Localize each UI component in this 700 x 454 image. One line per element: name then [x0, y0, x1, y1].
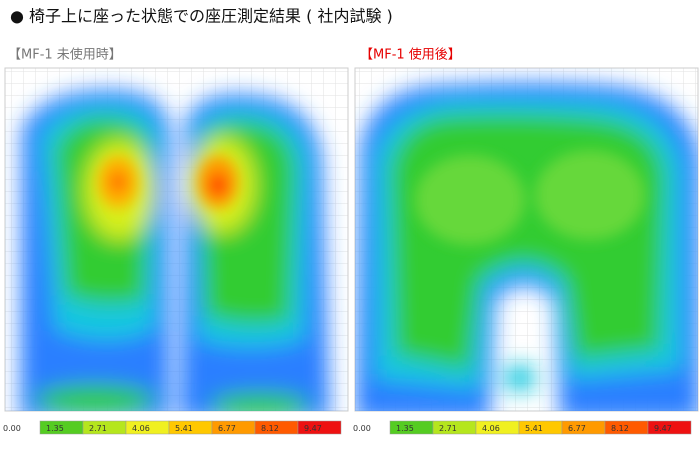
scale-label: 6.77 [218, 424, 236, 433]
scale-label: 2.71 [89, 424, 107, 433]
scale-label: 2.71 [439, 424, 457, 433]
scale-label: 4.06 [482, 424, 500, 433]
scale-label: 1.35 [396, 424, 414, 433]
scale-box [647, 420, 692, 435]
panel-label: 【MF-1 未使用時】 [8, 47, 122, 63]
panel-label: 【MF-1 使用後】 [360, 47, 461, 63]
scale-label: 5.41 [525, 424, 543, 433]
scale-start: 0.00 [353, 424, 371, 433]
scale-label: 9.47 [304, 424, 322, 433]
scale-label: 8.12 [261, 424, 279, 433]
scale-label: 4.06 [132, 424, 150, 433]
scale-label: 1.35 [46, 424, 64, 433]
heatmap-after [354, 67, 699, 412]
scale-label: 9.47 [654, 424, 672, 433]
scale-box [297, 420, 342, 435]
scale-start: 0.00 [3, 424, 21, 433]
title: ● 椅子上に座った状態での座圧測定結果 ( 社内試験 ) [10, 7, 393, 26]
scale-label: 8.12 [611, 424, 629, 433]
heatmap-before [4, 67, 349, 412]
scale-label: 5.41 [175, 424, 193, 433]
color-scales: 0.00 1.35 2.71 4.06 5.41 6.77 8.12 9.47 0.00 1.35… [3, 420, 692, 435]
scale-label: 6.77 [568, 424, 586, 433]
